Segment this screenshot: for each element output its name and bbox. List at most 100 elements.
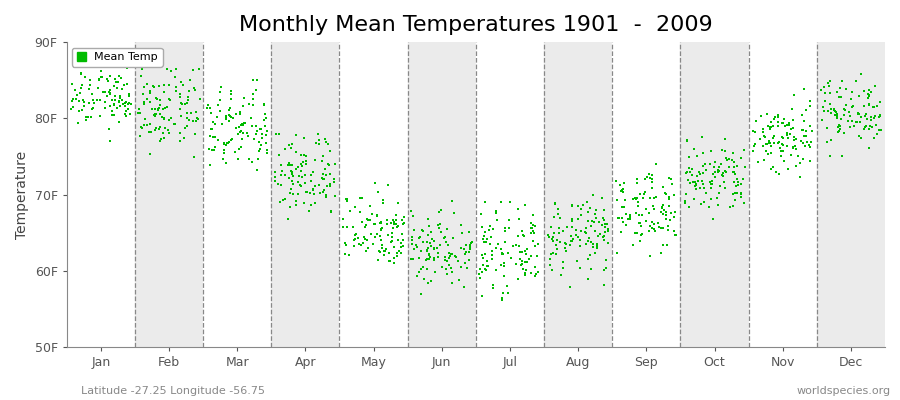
- Point: [359, 248, 374, 254]
- Point: [339, 198, 354, 204]
- Point: [852, 93, 867, 100]
- Point: [746, 128, 760, 134]
- Point: [845, 89, 859, 95]
- Point: [147, 112, 161, 118]
- Point: [217, 149, 231, 156]
- Point: [646, 194, 661, 201]
- Point: [864, 114, 878, 120]
- Point: [439, 271, 454, 278]
- Point: [206, 134, 220, 140]
- Point: [74, 70, 88, 76]
- Point: [222, 117, 237, 124]
- Point: [109, 79, 123, 85]
- Point: [633, 237, 647, 244]
- Point: [680, 168, 695, 175]
- Point: [760, 141, 774, 147]
- Point: [92, 76, 106, 82]
- Point: [608, 178, 623, 184]
- Point: [157, 134, 171, 141]
- Point: [867, 115, 881, 121]
- Point: [315, 171, 329, 178]
- Point: [761, 122, 776, 129]
- Point: [322, 171, 337, 178]
- Point: [637, 176, 652, 182]
- Point: [725, 169, 740, 176]
- Point: [618, 211, 633, 218]
- Point: [381, 181, 395, 188]
- Point: [599, 221, 614, 228]
- Point: [597, 206, 611, 213]
- Point: [589, 228, 603, 234]
- Point: [643, 253, 657, 259]
- Point: [423, 254, 437, 260]
- Point: [522, 256, 536, 262]
- Point: [285, 173, 300, 179]
- Point: [106, 100, 121, 107]
- Point: [411, 254, 426, 261]
- Point: [420, 232, 435, 238]
- Point: [369, 212, 383, 218]
- Point: [831, 124, 845, 130]
- Point: [75, 82, 89, 89]
- Point: [327, 176, 341, 182]
- Point: [549, 241, 563, 248]
- Point: [656, 225, 670, 231]
- Point: [293, 161, 308, 168]
- Point: [581, 256, 596, 262]
- Point: [582, 234, 597, 241]
- Point: [586, 241, 600, 247]
- Point: [598, 256, 613, 263]
- Point: [711, 164, 725, 170]
- Point: [566, 236, 580, 242]
- Point: [734, 181, 748, 188]
- Point: [836, 106, 850, 112]
- Point: [133, 132, 148, 139]
- Point: [336, 216, 350, 222]
- Point: [213, 108, 228, 114]
- Point: [687, 196, 701, 202]
- Point: [120, 81, 134, 87]
- Point: [518, 270, 533, 276]
- Point: [548, 200, 562, 206]
- Point: [653, 250, 668, 256]
- Point: [233, 109, 248, 115]
- Point: [339, 224, 354, 230]
- Point: [474, 252, 489, 258]
- Point: [497, 262, 511, 269]
- Point: [489, 209, 503, 216]
- Point: [390, 224, 404, 230]
- Point: [138, 116, 152, 122]
- Point: [853, 70, 868, 77]
- Point: [762, 140, 777, 146]
- Point: [112, 94, 127, 101]
- Point: [377, 248, 392, 254]
- Point: [338, 251, 353, 257]
- Point: [649, 161, 663, 167]
- Point: [366, 241, 381, 247]
- Point: [65, 80, 79, 87]
- Point: [734, 193, 748, 200]
- Point: [615, 187, 629, 194]
- Point: [291, 191, 305, 197]
- Point: [406, 256, 420, 262]
- Point: [496, 290, 510, 296]
- Point: [659, 212, 673, 218]
- Point: [353, 195, 367, 201]
- Bar: [339, 42, 408, 347]
- Point: [283, 141, 297, 148]
- Point: [440, 226, 454, 232]
- Point: [614, 188, 628, 194]
- Point: [495, 251, 509, 257]
- Point: [717, 168, 732, 174]
- Point: [94, 74, 108, 80]
- Point: [759, 141, 773, 147]
- Point: [761, 150, 776, 157]
- Point: [222, 104, 237, 111]
- Point: [76, 97, 90, 103]
- Point: [472, 271, 487, 277]
- Point: [347, 236, 362, 242]
- Point: [630, 230, 644, 236]
- Point: [696, 162, 710, 169]
- Point: [841, 118, 855, 124]
- Point: [734, 190, 749, 197]
